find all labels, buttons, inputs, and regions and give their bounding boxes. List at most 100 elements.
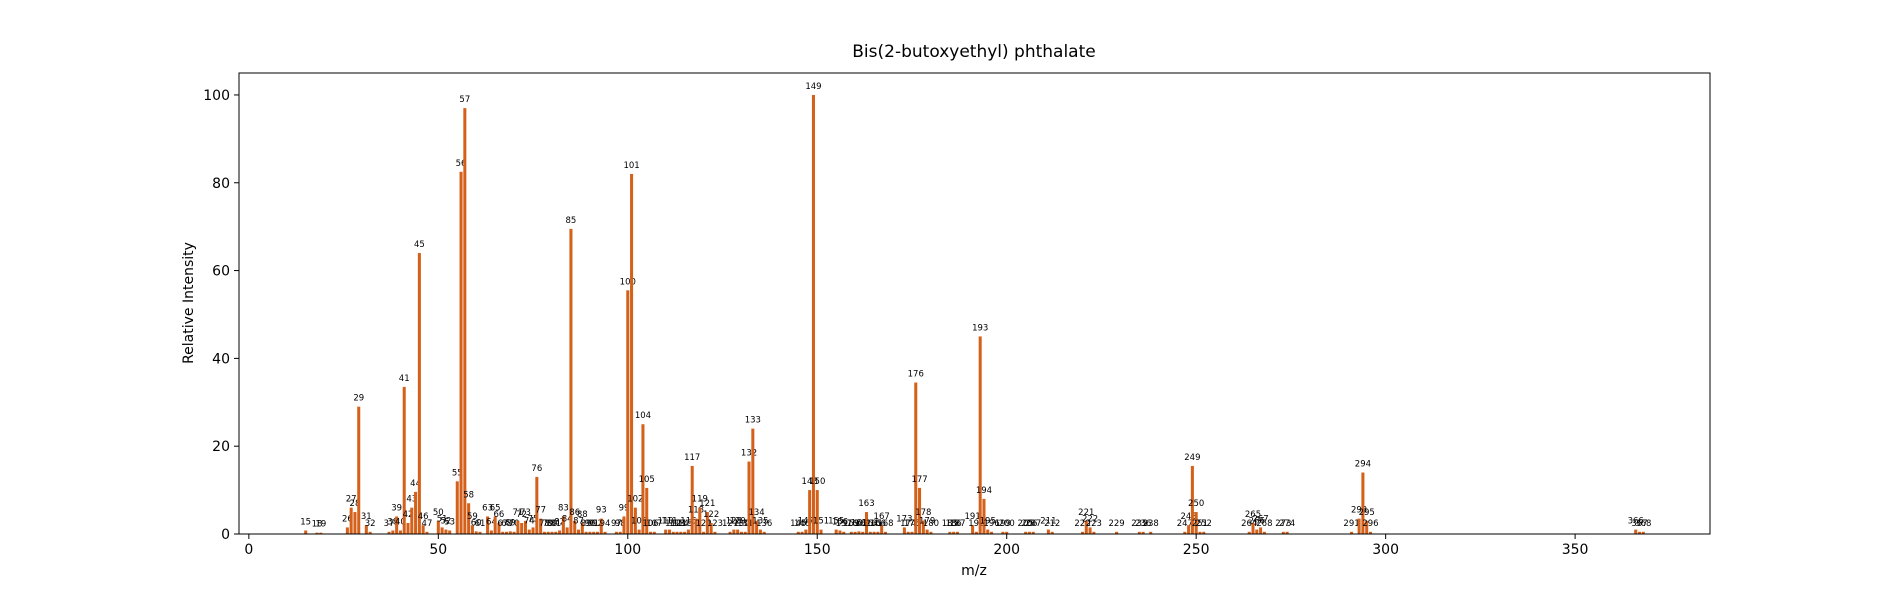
peak-bar bbox=[440, 527, 444, 534]
peak-label: 265 bbox=[1245, 510, 1261, 520]
peak-label: 212 bbox=[1044, 519, 1060, 529]
peak-bar bbox=[391, 530, 395, 534]
peak-label: 121 bbox=[699, 499, 715, 509]
peak-label: 44 bbox=[410, 479, 421, 489]
peak-label: 174 bbox=[900, 519, 916, 529]
peak-bar bbox=[592, 531, 596, 534]
peak-label: 161 bbox=[851, 518, 867, 528]
peak-label: 15 bbox=[300, 517, 311, 527]
peak-bar bbox=[535, 476, 539, 534]
peak-label: 122 bbox=[703, 510, 719, 520]
peak-label: 76 bbox=[531, 464, 542, 474]
peak-bar bbox=[815, 490, 819, 534]
peak-label: 94 bbox=[600, 519, 611, 529]
peak-bar bbox=[1247, 531, 1251, 534]
peak-label: 50 bbox=[433, 508, 444, 518]
peak-bar bbox=[819, 529, 823, 534]
y-tick-label: 60 bbox=[212, 264, 230, 280]
peak-label: 75 bbox=[528, 514, 539, 524]
peak-label: 117 bbox=[684, 453, 700, 463]
peak-label: 88 bbox=[577, 510, 588, 520]
peak-bar bbox=[1115, 531, 1119, 534]
peak-bar bbox=[948, 531, 952, 534]
peak-bar bbox=[876, 531, 880, 534]
peak-label: 47 bbox=[422, 519, 433, 529]
peak-label: 89 bbox=[581, 519, 592, 529]
peak-bar bbox=[921, 520, 925, 534]
peak-label: 238 bbox=[1143, 519, 1159, 529]
peak-label: 102 bbox=[627, 495, 643, 505]
peak-bar bbox=[713, 531, 717, 534]
peak-label: 127 bbox=[722, 519, 738, 529]
peak-label: 206 bbox=[1021, 519, 1037, 529]
peak-bar bbox=[857, 531, 861, 534]
peak-bar bbox=[1262, 531, 1266, 534]
peak-bar bbox=[550, 531, 554, 534]
peak-label: 165 bbox=[866, 519, 882, 529]
peak-label: 70 bbox=[509, 519, 520, 529]
peak-label: 180 bbox=[923, 519, 939, 529]
peak-bar bbox=[872, 531, 876, 534]
peak-label: 64 bbox=[486, 517, 497, 527]
x-tick-label: 150 bbox=[804, 542, 831, 558]
peak-label: 113 bbox=[669, 519, 685, 529]
peak-bar bbox=[808, 490, 812, 534]
peak-bar bbox=[686, 529, 690, 534]
peak-label: 86 bbox=[569, 508, 580, 518]
peak-bar bbox=[1198, 531, 1202, 534]
peak-bar bbox=[974, 531, 978, 534]
x-tick-label: 100 bbox=[614, 542, 641, 558]
peak-bar bbox=[925, 529, 929, 534]
peak-bar bbox=[414, 491, 418, 534]
peak-label: 52 bbox=[440, 517, 451, 527]
peak-bar bbox=[971, 525, 975, 534]
peak-bar bbox=[345, 527, 349, 534]
peak-label: 133 bbox=[745, 416, 761, 426]
peak-bar bbox=[1088, 527, 1092, 534]
peak-label: 31 bbox=[361, 512, 372, 522]
peak-label: 80 bbox=[547, 519, 558, 529]
peak-bar bbox=[804, 529, 808, 534]
peak-bar bbox=[1255, 529, 1259, 534]
peak-bar bbox=[387, 531, 391, 534]
peak-bar bbox=[474, 531, 478, 534]
peak-bar bbox=[1141, 531, 1145, 534]
peak-bar bbox=[584, 531, 588, 534]
y-axis-label: Relative Intensity bbox=[181, 242, 197, 364]
peak-label: 65 bbox=[490, 503, 501, 513]
peak-bar bbox=[649, 531, 653, 534]
peak-bar bbox=[1285, 531, 1289, 534]
peak-label: 67 bbox=[497, 519, 508, 529]
peak-label: 72 bbox=[516, 510, 527, 520]
peak-bar bbox=[1005, 531, 1009, 534]
peak-bar bbox=[425, 531, 429, 534]
peak-bar bbox=[1031, 531, 1035, 534]
peak-label: 247 bbox=[1177, 519, 1193, 529]
peak-label: 119 bbox=[692, 495, 708, 505]
peak-label: 157 bbox=[836, 519, 852, 529]
peak-bar bbox=[758, 529, 762, 534]
peak-label: 368 bbox=[1635, 519, 1651, 529]
peak-label: 291 bbox=[1343, 519, 1359, 529]
peak-bar bbox=[569, 228, 573, 534]
peak-label: 149 bbox=[805, 82, 821, 92]
peak-label: 294 bbox=[1355, 460, 1371, 470]
peak-label: 132 bbox=[741, 449, 757, 459]
peak-bar bbox=[565, 527, 569, 534]
peak-bar bbox=[603, 531, 607, 534]
peak-bar bbox=[1183, 531, 1187, 534]
peak-label: 116 bbox=[680, 517, 696, 527]
peak-label: 221 bbox=[1078, 508, 1094, 518]
peak-label: 191 bbox=[964, 512, 980, 522]
peak-label: 167 bbox=[874, 512, 890, 522]
peak-bar bbox=[861, 531, 865, 534]
peak-bar bbox=[1084, 520, 1088, 534]
peak-label: 57 bbox=[459, 95, 470, 105]
chart-title: Bis(2-butoxyethyl) phthalate bbox=[852, 42, 1095, 62]
peak-bar bbox=[546, 531, 550, 534]
peak-bar bbox=[1357, 518, 1361, 534]
peak-bar bbox=[599, 518, 603, 534]
peak-bar bbox=[539, 518, 543, 534]
x-tick-label: 300 bbox=[1372, 542, 1399, 558]
peak-bar bbox=[1202, 531, 1206, 534]
